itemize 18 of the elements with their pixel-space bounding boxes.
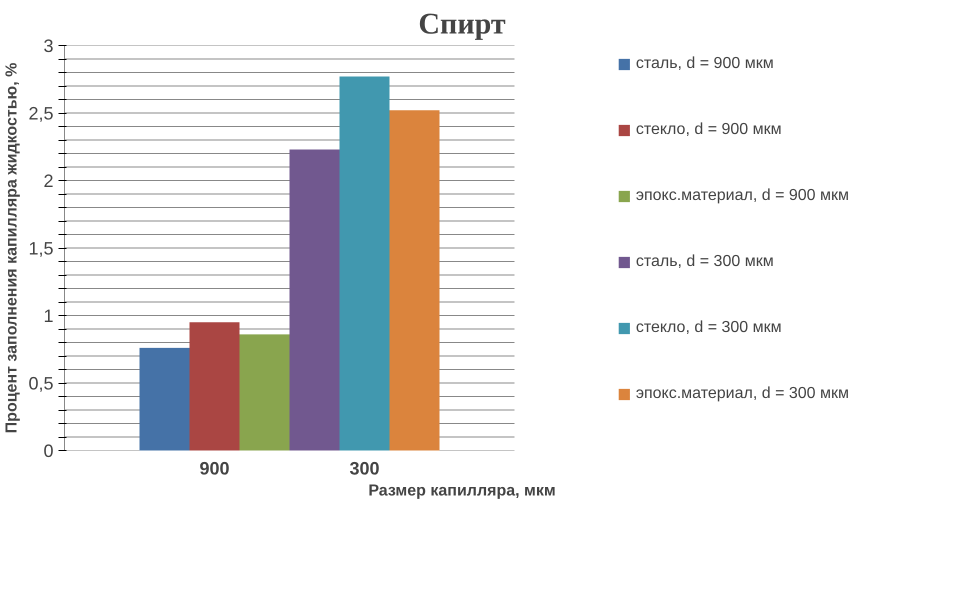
x-axis-title: Размер капилляра, мкм bbox=[368, 482, 556, 500]
legend-label: стекло, d = 300 мкм bbox=[636, 319, 782, 337]
x-tick-label: 300 bbox=[349, 458, 380, 478]
legend-label: эпокс.материал, d = 900 мкм bbox=[636, 187, 849, 205]
chart-title: Спирт bbox=[418, 8, 506, 40]
legend-label: сталь, d = 900 мкм bbox=[636, 55, 774, 73]
y-tick-label: 1 bbox=[43, 306, 54, 326]
y-tick-label: 2 bbox=[43, 171, 54, 191]
y-tick-label: 2,5 bbox=[28, 104, 54, 124]
y-tick-label: 1,5 bbox=[28, 238, 54, 258]
legend-label: сталь, d = 300 мкм bbox=[636, 253, 774, 271]
legend-label: стекло, d = 900 мкм bbox=[636, 121, 782, 139]
y-tick-label: 0 bbox=[43, 441, 54, 461]
y-tick-label: 0,5 bbox=[28, 374, 54, 394]
legend-label: эпокс.материал, d = 300 мкм bbox=[636, 385, 849, 403]
x-tick-label: 900 bbox=[199, 458, 230, 478]
y-axis-title: Процент заполнения капилляра жидкостью, % bbox=[3, 62, 20, 434]
y-tick-label: 3 bbox=[43, 36, 54, 56]
